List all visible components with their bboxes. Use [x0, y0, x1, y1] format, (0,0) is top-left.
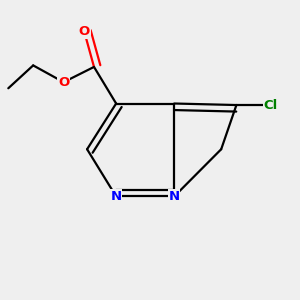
Text: O: O [79, 26, 90, 38]
Text: Cl: Cl [264, 98, 278, 112]
Text: O: O [58, 76, 69, 89]
Text: N: N [169, 190, 180, 203]
Text: N: N [111, 190, 122, 203]
